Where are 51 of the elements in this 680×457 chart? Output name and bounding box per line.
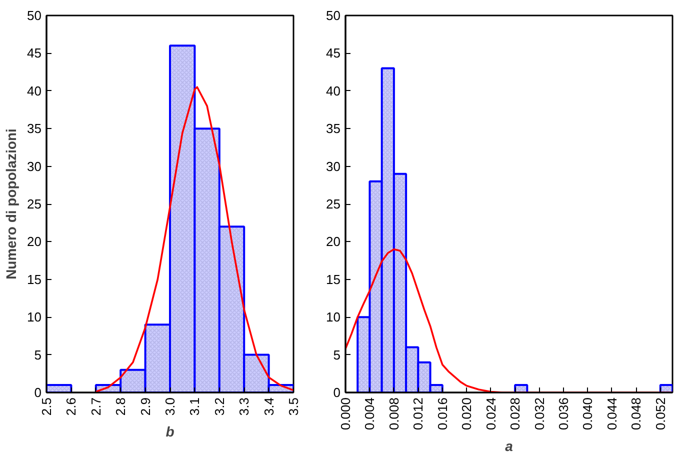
y-tick-label: 10: [326, 310, 341, 325]
y-tick-label: 45: [326, 46, 341, 61]
x-tick-label: 0.004: [362, 397, 378, 430]
x-tick-label: 3.5: [286, 397, 301, 416]
x-tick-label: 3.4: [261, 397, 276, 416]
x-tick-label: 0.000: [338, 397, 353, 430]
x-tick-label: 3.0: [162, 397, 178, 416]
x-tick-label: 0.012: [410, 397, 426, 430]
y-tick-label: 25: [326, 196, 341, 212]
x-tick-label: 2.6: [64, 397, 79, 416]
y-tick-label: 45: [27, 46, 42, 61]
y-tick-label: 15: [27, 272, 42, 287]
x-tick-label: 3.2: [212, 397, 227, 416]
y-tick-label: 40: [27, 83, 42, 98]
x-tick-label: 0.020: [459, 397, 474, 430]
x-tick-label: 2.5: [39, 397, 54, 416]
x-tick-label: 0.028: [508, 397, 523, 430]
x-tick-label: 0.048: [628, 397, 644, 430]
x-tick-label: 2.8: [113, 397, 128, 416]
y-tick-label: 10: [27, 310, 42, 325]
x-tick-label: 0.016: [434, 397, 450, 430]
y-tick-label: 20: [326, 234, 341, 250]
y-tick-label: 5: [34, 347, 42, 362]
y-tick-label: 0: [34, 385, 42, 400]
line-series: [95, 86, 294, 392]
y-tick-label: 30: [326, 158, 341, 174]
x-tick-label: 2.9: [138, 397, 153, 416]
x-tick-label: 0.052: [652, 397, 668, 430]
y-tick-label: 35: [27, 121, 42, 136]
y-tick-label: 30: [27, 158, 42, 174]
y-tick-label: 50: [27, 8, 42, 23]
x-tick-label: 3.1: [187, 397, 202, 416]
x-tick-label: 0.044: [604, 397, 620, 430]
x-axis-title: a: [505, 438, 514, 454]
y-tick-label: 25: [27, 196, 42, 212]
x-tick-label: 2.7: [88, 397, 104, 416]
x-tick-label: 0.040: [580, 397, 596, 430]
x-tick-label: 0.036: [556, 397, 571, 430]
x-tick-label: 0.008: [386, 397, 402, 430]
x-tick-label: 0.024: [483, 397, 498, 430]
y-tick-label: 0: [333, 385, 341, 400]
x-tick-label: 3.3: [236, 397, 252, 416]
y-tick-label: 20: [27, 234, 42, 250]
y-tick-label: 5: [333, 347, 341, 362]
y-axis-title: Numero di popolazioni: [3, 128, 20, 280]
y-tick-label: 15: [326, 272, 341, 287]
y-tick-label: 40: [326, 83, 341, 98]
x-axis-title: b: [166, 424, 175, 440]
y-tick-label: 50: [326, 8, 341, 23]
x-tick-label: 0.032: [532, 397, 547, 430]
y-tick-label: 35: [326, 121, 341, 136]
